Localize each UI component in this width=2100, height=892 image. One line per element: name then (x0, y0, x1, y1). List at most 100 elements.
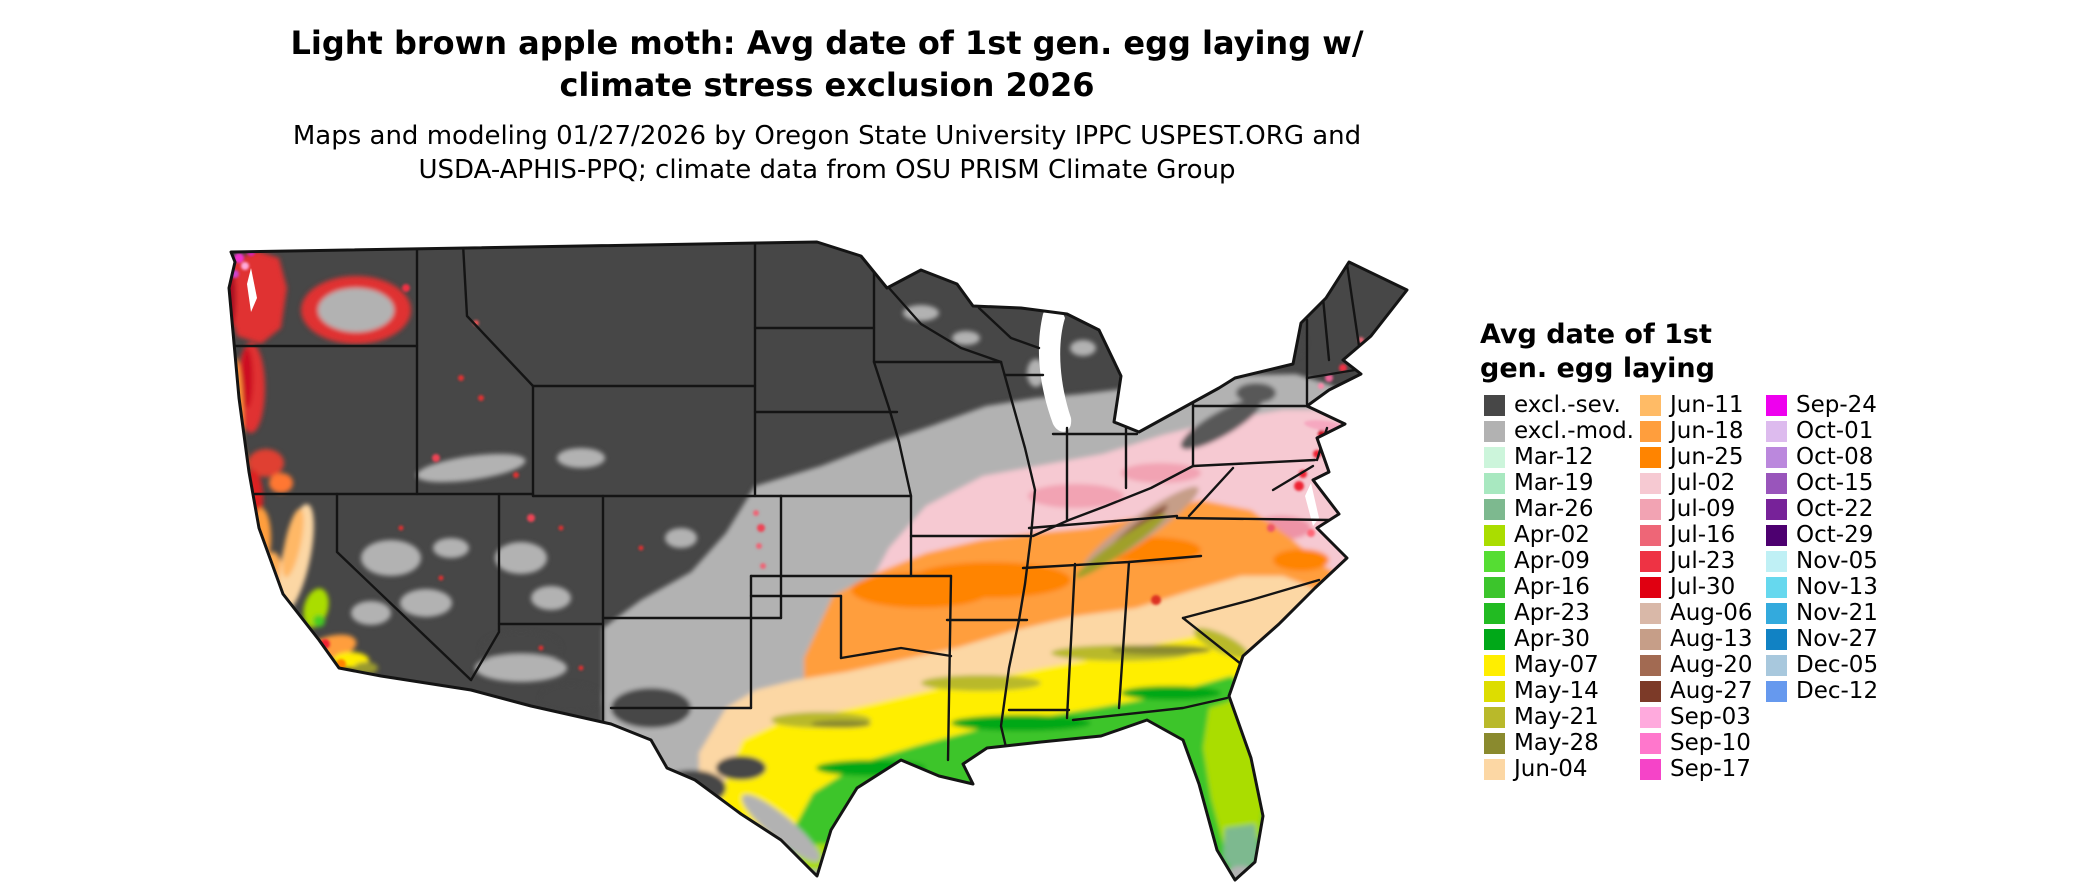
legend-item: Jun-11 (1640, 392, 1766, 418)
legend-label: Mar-19 (1514, 470, 1594, 496)
legend-item: Apr-23 (1484, 600, 1640, 626)
legend-swatch (1484, 394, 1505, 416)
legend-label: Sep-17 (1670, 756, 1751, 782)
legend-item: Dec-05 (1766, 652, 1892, 678)
legend-swatch (1484, 524, 1505, 546)
legend-swatch (1766, 394, 1787, 416)
us-map-svg (227, 240, 1409, 882)
legend-label: Nov-05 (1796, 548, 1878, 574)
legend-swatch (1484, 550, 1505, 572)
legend-label: Jun-25 (1670, 444, 1744, 470)
legend-label: Oct-22 (1796, 496, 1874, 522)
legend-item: Apr-09 (1484, 548, 1640, 574)
legend-label: excl.-mod. (1514, 418, 1634, 444)
legend-swatch (1484, 680, 1505, 702)
legend-item: Apr-16 (1484, 574, 1640, 600)
legend-item: Mar-26 (1484, 496, 1640, 522)
legend-label: Aug-06 (1670, 600, 1753, 626)
legend-label: Mar-26 (1514, 496, 1594, 522)
legend-label: Sep-24 (1796, 392, 1877, 418)
legend-label: May-21 (1514, 704, 1599, 730)
legend-swatch (1484, 654, 1505, 676)
legend-item: Sep-17 (1640, 756, 1766, 782)
legend-swatch (1766, 498, 1787, 520)
legend-swatch (1640, 732, 1661, 754)
legend-label: excl.-sev. (1514, 392, 1621, 418)
legend-swatch (1766, 524, 1787, 546)
legend-swatch (1640, 498, 1661, 520)
legend-swatch (1484, 498, 1505, 520)
legend-label: Jun-11 (1670, 392, 1744, 418)
legend-item: excl.-mod. (1484, 418, 1640, 444)
legend-item: Oct-22 (1766, 496, 1892, 522)
legend-item: Oct-15 (1766, 470, 1892, 496)
legend-swatch (1484, 758, 1505, 780)
legend-item: May-28 (1484, 730, 1640, 756)
legend-swatch (1766, 446, 1787, 468)
legend-item: Mar-12 (1484, 444, 1640, 470)
legend-item: Aug-13 (1640, 626, 1766, 652)
legend-swatch (1640, 654, 1661, 676)
legend-swatch (1484, 732, 1505, 754)
legend-swatch (1640, 758, 1661, 780)
legend-item: Jul-16 (1640, 522, 1766, 548)
legend-label: Aug-27 (1670, 678, 1753, 704)
legend-item: Oct-29 (1766, 522, 1892, 548)
legend-item: Sep-24 (1766, 392, 1892, 418)
legend-label: Apr-16 (1514, 574, 1590, 600)
map-legend: Avg date of 1st gen. egg laying excl.-se… (1480, 318, 1878, 782)
subtitle-line-2: USDA-APHIS-PPQ; climate data from OSU PR… (418, 154, 1236, 185)
legend-item: Jun-25 (1640, 444, 1766, 470)
legend-swatch (1640, 446, 1661, 468)
legend-label: Nov-27 (1796, 626, 1878, 652)
legend-item: Sep-10 (1640, 730, 1766, 756)
legend-swatch (1484, 628, 1505, 650)
legend-label: Jun-18 (1670, 418, 1744, 444)
legend-swatch (1766, 602, 1787, 624)
legend-label: Jun-04 (1514, 756, 1588, 782)
legend-swatch (1640, 576, 1661, 598)
legend-swatch (1640, 472, 1661, 494)
legend-item: Jul-02 (1640, 470, 1766, 496)
legend-item: Nov-05 (1766, 548, 1892, 574)
legend-label: Mar-12 (1514, 444, 1594, 470)
legend-item: Oct-08 (1766, 444, 1892, 470)
legend-item: Jul-23 (1640, 548, 1766, 574)
legend-swatch (1640, 602, 1661, 624)
legend-item: Dec-12 (1766, 678, 1892, 704)
legend-label: Dec-05 (1796, 652, 1879, 678)
legend-item: Nov-13 (1766, 574, 1892, 600)
puget-sound (247, 268, 257, 312)
legend-label: Oct-15 (1796, 470, 1874, 496)
legend-item: Oct-01 (1766, 418, 1892, 444)
legend-label: May-14 (1514, 678, 1599, 704)
legend-swatch (1766, 550, 1787, 572)
legend-swatch (1640, 628, 1661, 650)
legend-label: Apr-23 (1514, 600, 1590, 626)
legend-item: Apr-30 (1484, 626, 1640, 652)
subtitle-line-1: Maps and modeling 01/27/2026 by Oregon S… (292, 121, 1362, 151)
legend-title-line-2: gen. egg laying (1480, 352, 1715, 384)
lake-michigan (1038, 307, 1072, 432)
legend-label: Jul-30 (1670, 574, 1736, 600)
legend-label: Oct-08 (1796, 444, 1874, 470)
title-line-2: climate stress exclusion 2026 (559, 66, 1095, 105)
legend-item: Aug-20 (1640, 652, 1766, 678)
legend-item: May-21 (1484, 704, 1640, 730)
legend-item: excl.-sev. (1484, 392, 1640, 418)
legend-label: Sep-03 (1670, 704, 1751, 730)
legend-label: Sep-10 (1670, 730, 1751, 756)
legend-swatch (1766, 576, 1787, 598)
legend-label: Aug-13 (1670, 626, 1753, 652)
legend-swatch (1640, 706, 1661, 728)
legend-item: Nov-21 (1766, 600, 1892, 626)
page-title: Light brown apple moth: Avg date of 1st … (291, 22, 1364, 106)
legend-label: Apr-09 (1514, 548, 1590, 574)
legend-item: Aug-06 (1640, 600, 1766, 626)
legend-label: Apr-30 (1514, 626, 1590, 652)
legend-label: May-28 (1514, 730, 1599, 756)
legend-swatch (1484, 602, 1505, 624)
us-choropleth-map (221, 228, 1433, 884)
legend-item: Mar-19 (1484, 470, 1640, 496)
legend-item: Aug-27 (1640, 678, 1766, 704)
